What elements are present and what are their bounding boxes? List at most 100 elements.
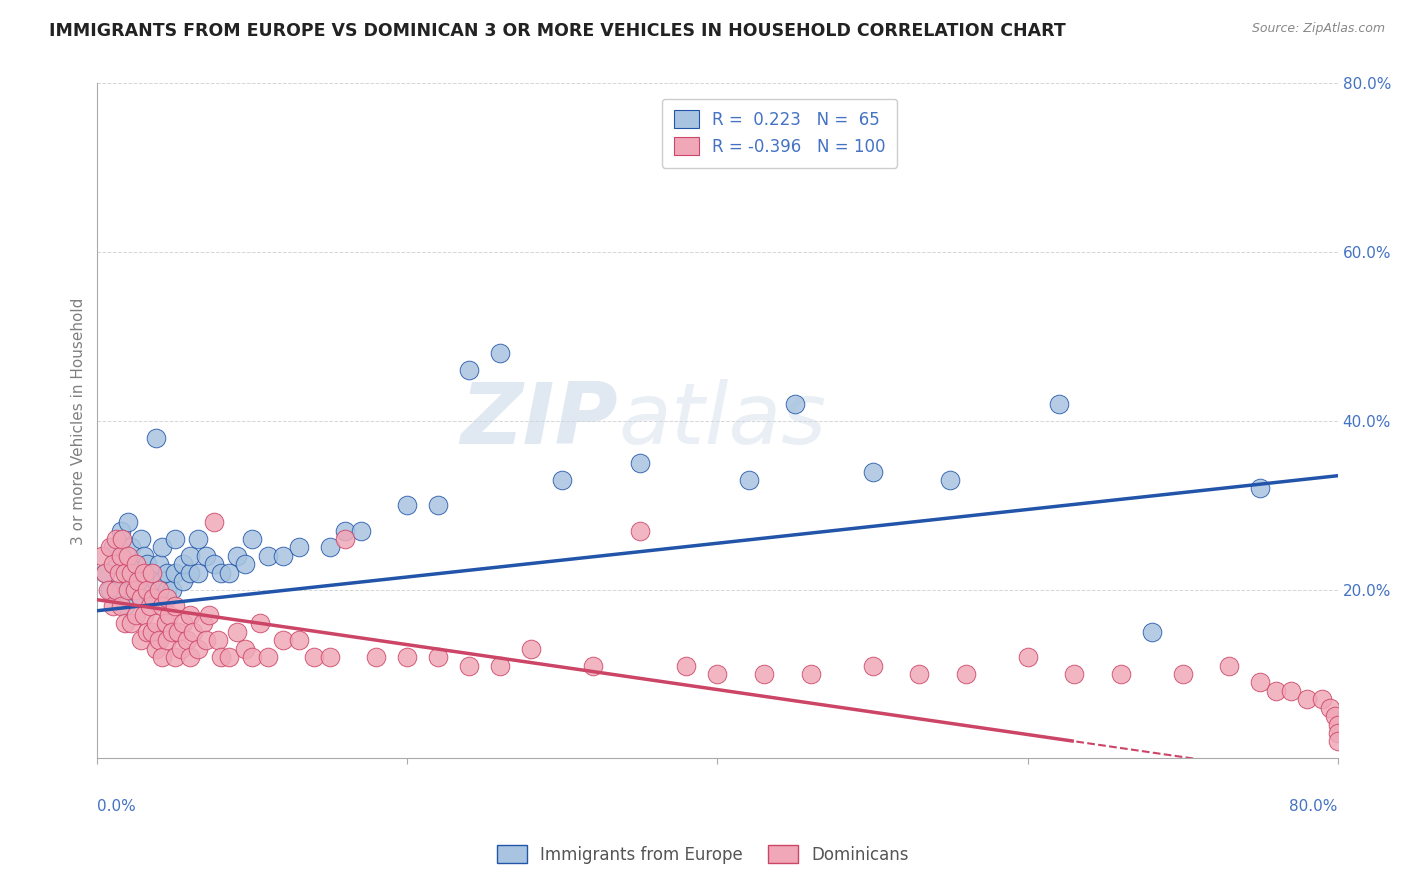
- Point: [129, 591, 152, 605]
- Point: [110, 549, 132, 563]
- Point: [1264, 684, 1286, 698]
- Point: [427, 498, 450, 512]
- Point: [125, 574, 148, 589]
- Point: [132, 607, 155, 622]
- Point: [101, 599, 124, 614]
- Point: [396, 498, 419, 512]
- Point: [157, 607, 180, 622]
- Point: [288, 541, 311, 555]
- Point: [955, 667, 977, 681]
- Point: [458, 658, 481, 673]
- Point: [136, 624, 159, 639]
- Point: [1319, 700, 1341, 714]
- Point: [225, 549, 247, 563]
- Point: [257, 549, 280, 563]
- Point: [752, 667, 775, 681]
- Point: [129, 532, 152, 546]
- Point: [94, 566, 117, 580]
- Point: [125, 607, 148, 622]
- Point: [737, 473, 759, 487]
- Point: [108, 566, 131, 580]
- Point: [675, 658, 697, 673]
- Point: [551, 473, 574, 487]
- Point: [148, 591, 170, 605]
- Point: [288, 633, 311, 648]
- Point: [114, 599, 136, 614]
- Point: [98, 541, 121, 555]
- Point: [489, 346, 512, 360]
- Point: [136, 558, 159, 572]
- Point: [1218, 658, 1240, 673]
- Point: [101, 558, 124, 572]
- Point: [110, 599, 132, 614]
- Point: [396, 650, 419, 665]
- Point: [139, 599, 162, 614]
- Point: [125, 558, 148, 572]
- Point: [209, 566, 232, 580]
- Point: [304, 650, 326, 665]
- Point: [91, 549, 114, 563]
- Point: [141, 582, 163, 597]
- Point: [160, 582, 183, 597]
- Point: [163, 532, 186, 546]
- Point: [104, 558, 127, 572]
- Point: [132, 566, 155, 580]
- Point: [862, 658, 884, 673]
- Point: [939, 473, 962, 487]
- Point: [142, 591, 165, 605]
- Point: [148, 558, 170, 572]
- Point: [163, 599, 186, 614]
- Point: [209, 650, 232, 665]
- Point: [194, 549, 217, 563]
- Point: [152, 650, 174, 665]
- Point: [120, 541, 142, 555]
- Point: [152, 574, 174, 589]
- Point: [273, 633, 295, 648]
- Point: [1326, 726, 1348, 740]
- Point: [225, 624, 247, 639]
- Point: [141, 566, 163, 580]
- Text: 80.0%: 80.0%: [1289, 799, 1337, 814]
- Point: [167, 624, 190, 639]
- Point: [172, 558, 194, 572]
- Point: [218, 566, 240, 580]
- Point: [218, 650, 240, 665]
- Point: [156, 566, 179, 580]
- Text: 0.0%: 0.0%: [97, 799, 136, 814]
- Point: [97, 582, 120, 597]
- Point: [908, 667, 931, 681]
- Point: [129, 633, 152, 648]
- Point: [98, 582, 121, 597]
- Point: [104, 532, 127, 546]
- Point: [427, 650, 450, 665]
- Point: [1171, 667, 1194, 681]
- Point: [114, 616, 136, 631]
- Point: [1249, 482, 1271, 496]
- Point: [1017, 650, 1039, 665]
- Point: [156, 582, 179, 597]
- Point: [170, 641, 193, 656]
- Point: [148, 582, 170, 597]
- Point: [1047, 397, 1070, 411]
- Point: [141, 624, 163, 639]
- Point: [1323, 709, 1346, 723]
- Point: [628, 456, 651, 470]
- Point: [799, 667, 821, 681]
- Point: [187, 566, 209, 580]
- Point: [242, 532, 264, 546]
- Point: [187, 532, 209, 546]
- Point: [628, 524, 651, 538]
- Point: [120, 616, 142, 631]
- Point: [1109, 667, 1132, 681]
- Point: [152, 599, 174, 614]
- Legend: Immigrants from Europe, Dominicans: Immigrants from Europe, Dominicans: [491, 838, 915, 871]
- Point: [117, 566, 139, 580]
- Point: [458, 363, 481, 377]
- Point: [101, 541, 124, 555]
- Point: [114, 566, 136, 580]
- Point: [1326, 734, 1348, 748]
- Point: [145, 431, 167, 445]
- Point: [120, 582, 142, 597]
- Point: [176, 633, 198, 648]
- Point: [179, 566, 201, 580]
